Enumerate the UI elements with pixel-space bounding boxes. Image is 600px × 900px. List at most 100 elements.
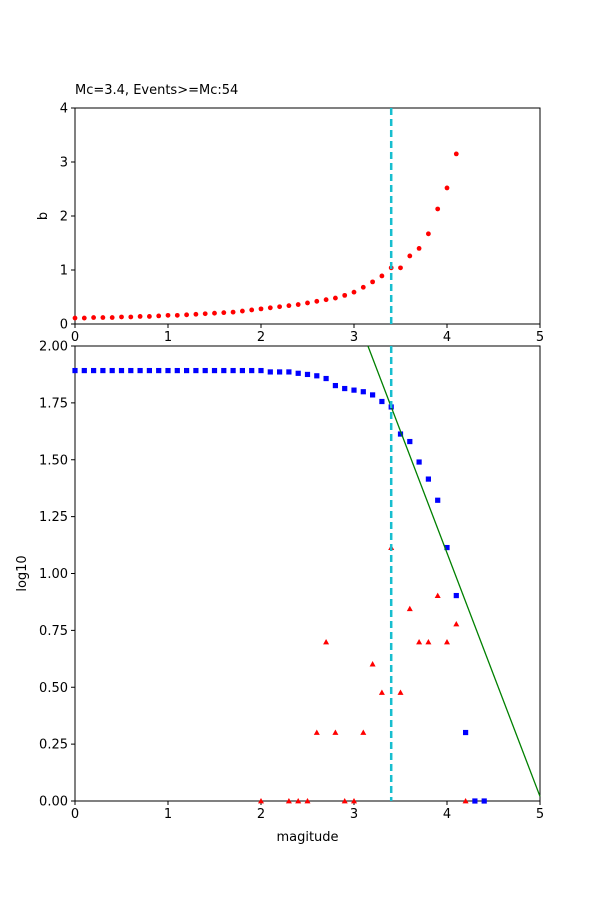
data-point [397, 689, 404, 695]
data-point [230, 309, 236, 315]
fmd-fit-line [367, 345, 541, 797]
data-point [378, 689, 385, 695]
data-point [370, 392, 376, 398]
data-point [472, 798, 478, 804]
b-value-plot-title: Mc=3.4, Events>=Mc:54 [75, 83, 238, 98]
y-tick-label: 3 [60, 156, 68, 171]
fmd-y-axis-label: log10 [15, 555, 30, 591]
data-point [267, 305, 273, 311]
y-tick-label: 0.25 [39, 738, 68, 753]
data-point [369, 661, 376, 667]
b-value-plot-frame [74, 107, 541, 325]
data-point [109, 315, 115, 320]
data-point [118, 367, 125, 374]
data-point [323, 638, 330, 645]
x-tick-label: 3 [350, 330, 358, 345]
data-point [314, 298, 320, 304]
x-tick-label: 0 [71, 330, 79, 345]
data-point [406, 605, 413, 612]
data-point [146, 367, 152, 374]
data-point [91, 367, 97, 374]
data-point [425, 476, 431, 482]
data-point [258, 367, 264, 374]
data-point [221, 310, 227, 316]
data-point [453, 621, 460, 627]
data-point [277, 369, 283, 375]
y-tick-label: 0.75 [39, 624, 68, 639]
data-point [147, 314, 152, 319]
data-point [416, 459, 422, 465]
data-point [202, 367, 208, 374]
data-point [277, 304, 282, 310]
data-point [463, 729, 469, 736]
data-point [435, 206, 441, 212]
data-point [267, 369, 273, 375]
x-tick-label: 1 [164, 807, 172, 822]
data-point [333, 295, 338, 301]
data-point [481, 798, 487, 804]
data-point [221, 367, 227, 374]
data-point [211, 367, 218, 374]
data-point [81, 367, 87, 374]
data-point [165, 367, 171, 374]
b-value-x-ticks: 0 1 2 3 4 5 [71, 324, 544, 345]
data-point [258, 798, 264, 804]
data-point [285, 798, 292, 804]
x-tick-label: 4 [443, 330, 451, 345]
x-tick-label: 3 [350, 807, 358, 822]
data-point [295, 370, 301, 376]
fmd-x-axis-label: magitude [276, 830, 338, 845]
data-point [444, 185, 450, 191]
data-point [313, 729, 320, 735]
b-value-y-ticks: 0 1 2 3 4 [60, 102, 75, 333]
fmd-plot-frame [74, 345, 541, 802]
data-point [128, 314, 134, 320]
data-point [304, 798, 311, 804]
fmd-panel: 0 1 2 3 4 5 0.00 0.25 0.50 0.75 1.00 1.25 1.50 1.75 2… [15, 340, 544, 846]
data-point [379, 398, 385, 405]
data-point [100, 367, 106, 374]
data-point [128, 367, 134, 374]
data-point [249, 367, 255, 374]
data-point [332, 382, 338, 389]
data-point [351, 387, 357, 393]
data-point [444, 544, 450, 551]
data-point [156, 313, 162, 319]
data-point [342, 292, 348, 298]
data-point [165, 312, 171, 318]
x-tick-label: 5 [536, 807, 544, 822]
data-point [370, 279, 375, 285]
data-point [258, 306, 264, 312]
data-point [304, 371, 311, 378]
y-tick-label: 0.50 [39, 681, 68, 696]
x-tick-label: 0 [71, 807, 79, 822]
data-point [212, 310, 217, 316]
data-point [351, 289, 357, 295]
y-tick-label: 1.25 [39, 510, 68, 525]
data-point [174, 367, 180, 374]
data-point [360, 729, 367, 735]
data-point [444, 638, 450, 645]
x-tick-label: 4 [443, 807, 451, 822]
data-point [416, 638, 423, 645]
data-point [323, 375, 329, 382]
data-point [360, 284, 366, 290]
data-point [91, 315, 96, 320]
data-point [239, 367, 245, 374]
data-point [100, 315, 106, 320]
x-tick-label: 2 [257, 330, 265, 345]
data-point [174, 312, 180, 318]
data-point [286, 369, 292, 375]
data-point [202, 311, 208, 317]
data-point [72, 367, 78, 374]
y-tick-label: 1 [60, 264, 68, 279]
y-tick-label: 2.00 [39, 340, 68, 355]
y-tick-label: 1.00 [39, 567, 68, 582]
data-point [295, 798, 302, 804]
data-point [453, 592, 459, 599]
data-point [81, 315, 87, 321]
x-tick-label: 2 [257, 807, 265, 822]
data-point [434, 592, 441, 598]
data-point [398, 265, 403, 271]
data-point [462, 798, 469, 804]
